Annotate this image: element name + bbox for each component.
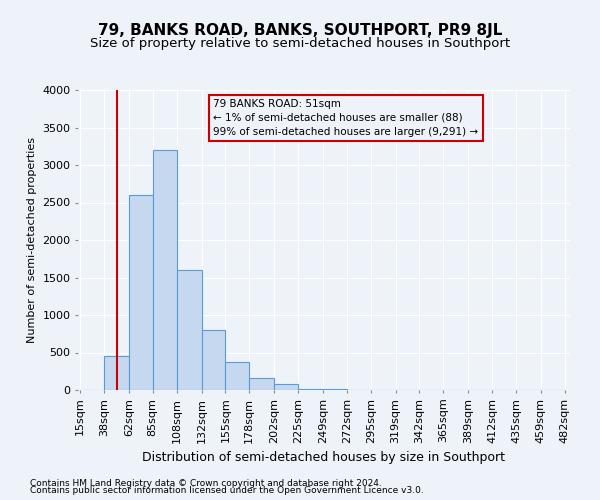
Bar [249, 378, 274, 390]
Text: Size of property relative to semi-detached houses in Southport: Size of property relative to semi-detach… [90, 38, 510, 51]
Text: Contains HM Land Registry data © Crown copyright and database right 2024.: Contains HM Land Registry data © Crown c… [30, 478, 382, 488]
Y-axis label: Number of semi-detached properties: Number of semi-detached properties [26, 137, 37, 343]
Bar [274, 384, 298, 390]
Text: 79 BANKS ROAD: 51sqm
← 1% of semi-detached houses are smaller (88)
99% of semi-d: 79 BANKS ROAD: 51sqm ← 1% of semi-detach… [214, 99, 478, 137]
Bar [226, 362, 249, 390]
X-axis label: Distribution of semi-detached houses by size in Southport: Distribution of semi-detached houses by … [143, 451, 505, 464]
Text: Contains public sector information licensed under the Open Government Licence v3: Contains public sector information licen… [30, 486, 424, 495]
Bar [153, 150, 176, 390]
Bar [298, 389, 323, 390]
Bar [129, 195, 153, 390]
Bar [202, 330, 226, 390]
Bar [104, 356, 129, 390]
Bar [176, 270, 202, 390]
Text: 79, BANKS ROAD, BANKS, SOUTHPORT, PR9 8JL: 79, BANKS ROAD, BANKS, SOUTHPORT, PR9 8J… [98, 22, 502, 38]
